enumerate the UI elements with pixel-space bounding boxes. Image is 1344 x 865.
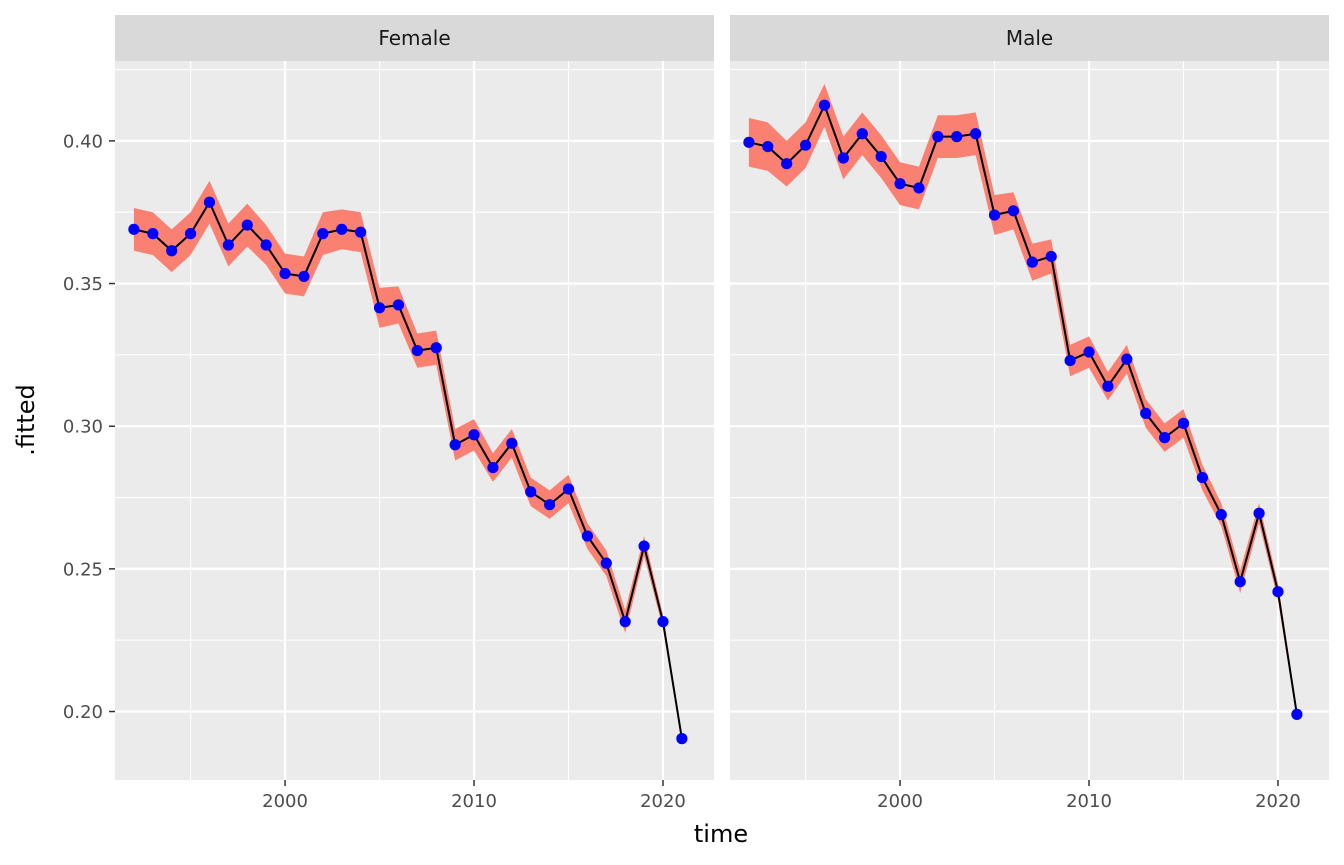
data-point [581,530,593,542]
data-point [260,239,272,251]
data-point [837,152,849,164]
data-point [147,228,159,240]
series-line [748,102,1298,715]
data-point [166,245,178,257]
data-point [1007,205,1020,217]
data-point [317,228,329,240]
x-tick-label: 2020 [1255,791,1301,812]
data-point [1234,576,1246,588]
data-point [544,499,556,511]
data-point [392,299,405,311]
x-tick-label: 2000 [262,791,308,812]
data-point [562,483,575,495]
data-point [336,223,348,235]
data-point [1272,586,1284,598]
x-tick-label: 2010 [451,791,497,812]
facet-panel-male: Male 2000 2010 2020 [730,15,1329,812]
data-point [1177,417,1190,429]
data-point [1064,354,1076,367]
data-point [506,437,518,449]
data-point [241,219,253,231]
y-tick-label: 0.20 [63,702,103,723]
data-point [298,270,310,283]
data-point [638,540,650,552]
x-tick-label: 2000 [877,791,923,812]
data-point [856,128,868,140]
data-point [894,178,906,190]
data-point [468,429,480,441]
data-point [619,616,631,628]
panel-background [730,61,1329,780]
data-point [988,209,1001,221]
data-point [128,223,140,235]
data-point [449,439,461,451]
data-point [411,344,423,357]
data-point [743,136,755,148]
y-axis: 0.20 0.25 0.30 0.35 0.40 [63,131,115,723]
data-point [1026,256,1038,268]
data-point [279,267,291,280]
data-point [1253,507,1265,519]
data-point [781,158,793,170]
data-point [1291,708,1303,720]
y-tick-label: 0.40 [63,131,103,152]
facet-strip-label: Male [1006,26,1053,50]
panel-background [115,61,714,780]
facet-strip-label: Female [378,26,450,50]
data-point [430,342,442,354]
data-point [1196,471,1208,484]
facet-panel-female: Female 2000 2010 2020 [115,15,714,812]
data-point [799,139,812,151]
data-point [913,182,925,194]
data-point [1045,250,1057,263]
data-point [1215,509,1227,521]
data-point [600,557,612,569]
panels-layer: Female 2000 2010 2020 Male 2000 2010 2020 [115,15,1329,812]
data-point [818,99,831,111]
data-point [970,128,982,140]
data-point [1083,346,1095,358]
data-point [1121,353,1133,365]
data-point [932,131,944,143]
x-tick-label: 2010 [1066,791,1112,812]
data-point [1102,380,1114,392]
data-point [355,226,367,238]
data-point [1140,407,1152,419]
data-point [203,196,216,208]
y-tick-label: 0.25 [63,559,103,580]
data-point [1159,432,1171,444]
x-axis-title: time [694,820,748,848]
data-point [184,228,197,240]
data-point [525,486,537,498]
y-axis-title: .fitted [12,384,40,456]
data-point [487,461,499,474]
data-point [875,150,887,163]
data-point [222,239,234,251]
y-tick-label: 0.30 [63,417,103,438]
x-tick-label: 2020 [640,791,686,812]
data-point [676,733,688,745]
data-point [951,131,963,143]
data-point [373,302,386,314]
y-tick-label: 0.35 [63,274,103,295]
data-point [762,140,774,153]
facet-strip [730,15,1329,61]
facet-strip [115,15,714,61]
data-point [657,616,669,628]
